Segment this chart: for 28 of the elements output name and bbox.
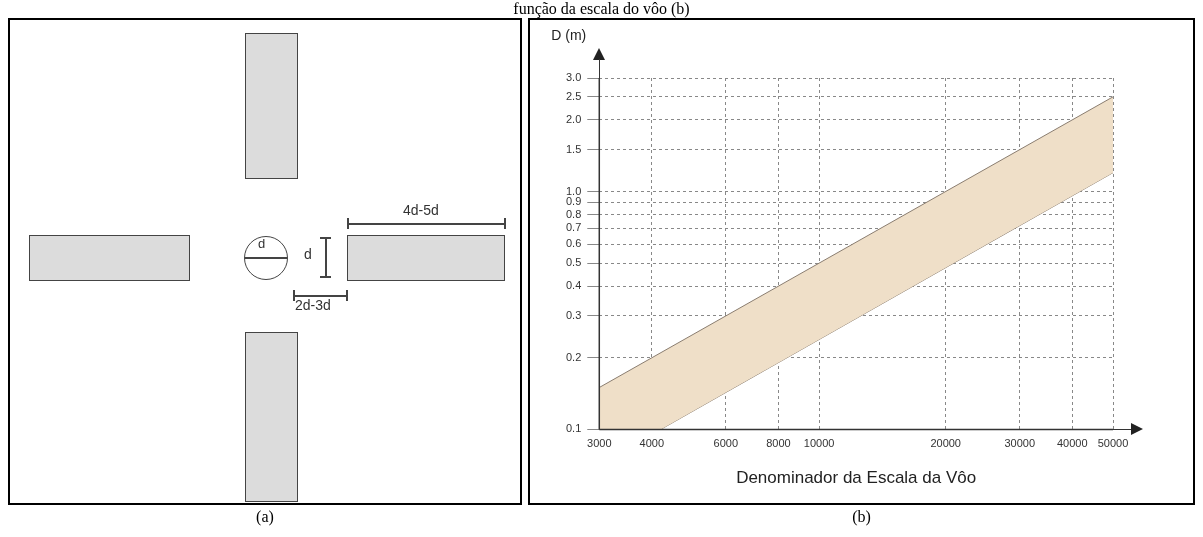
y-tick-label: 3.0 <box>565 71 582 84</box>
y-tick-label: 2.0 <box>565 112 582 125</box>
y-axis-title: D (m) <box>551 27 587 43</box>
text: (a) <box>255 508 275 526</box>
x-tick-label: 20000 <box>930 437 961 450</box>
y-tick-label: 0.3 <box>565 308 582 321</box>
x-axis-title: Denominador da Escala da Vôo <box>736 468 977 488</box>
y-tick-label: 0.2 <box>565 350 582 363</box>
y-tick-label: 1.0 <box>565 184 582 197</box>
y-tick-label: 0.4 <box>565 279 582 292</box>
x-tick-label: 4000 <box>639 437 665 450</box>
y-tick-label: 2.5 <box>565 89 582 102</box>
y-tick-label: 0.8 <box>565 207 582 220</box>
text: (b) <box>851 508 872 526</box>
chart-title: função da escala do vôo (b) <box>512 0 691 18</box>
x-tick-label: 40000 <box>1056 437 1088 450</box>
x-tick-label: 10000 <box>803 437 835 450</box>
y-tick-label: 1.5 <box>565 142 582 155</box>
y-tick-label: 0.1 <box>565 422 582 435</box>
x-tick-label: 6000 <box>713 437 739 450</box>
y-tick-label: 0.6 <box>565 237 582 250</box>
x-tick-label: 8000 <box>766 437 791 450</box>
x-tick-label: 50000 <box>1097 437 1129 450</box>
y-tick-label: 0.5 <box>565 256 582 269</box>
y-tick-label: 0.7 <box>565 221 582 234</box>
x-tick-label: 30000 <box>1004 437 1036 450</box>
y-tick-label: 0.9 <box>565 195 582 208</box>
x-tick-label: 3000 <box>587 437 612 450</box>
